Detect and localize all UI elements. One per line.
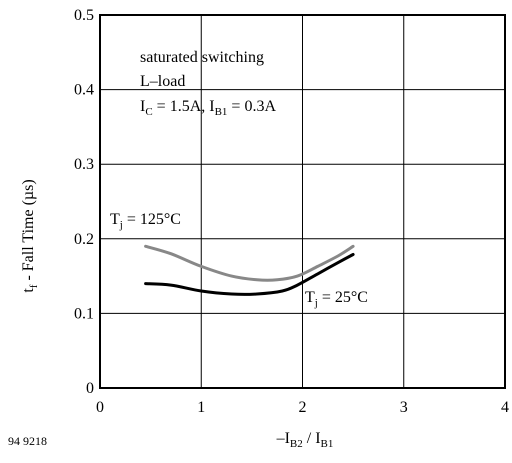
x-axis-label: –IB2 / IB1 [276,430,334,450]
series-line-125c [144,244,355,282]
series-label-125c: Tj = 125°C [110,211,181,231]
annotation-line-2: L–load [140,73,185,90]
ticks: 0 1 2 3 4 0 0.1 0.2 0.3 0.4 0.5 [74,7,509,416]
figure-code: 94 9218 [8,434,47,448]
x-tick-label: 3 [400,399,408,416]
y-axis-label: tf - Fall Time (µs) [20,179,40,292]
series-group [144,244,355,296]
x-tick-label: 1 [197,399,205,416]
y-tick-label: 0.1 [74,305,94,322]
y-tick-label: 0.5 [74,7,94,24]
y-tick-label: 0.2 [74,231,94,248]
grid [100,15,505,388]
y-tick-label: 0 [86,380,94,397]
series-line-25c [144,253,355,296]
y-tick-label: 0.3 [74,156,94,173]
annotation-line-1: saturated switching [140,49,264,66]
series-label-25c: Tj = 25°C [305,289,368,309]
x-tick-label: 2 [299,399,307,416]
annotation-line-3: IC = 1.5A, IB1 = 0.3A [140,98,276,118]
y-tick-label: 0.4 [74,82,94,99]
plot-frame [99,14,506,389]
x-tick-label: 4 [501,399,509,416]
x-tick-label: 0 [96,399,104,416]
